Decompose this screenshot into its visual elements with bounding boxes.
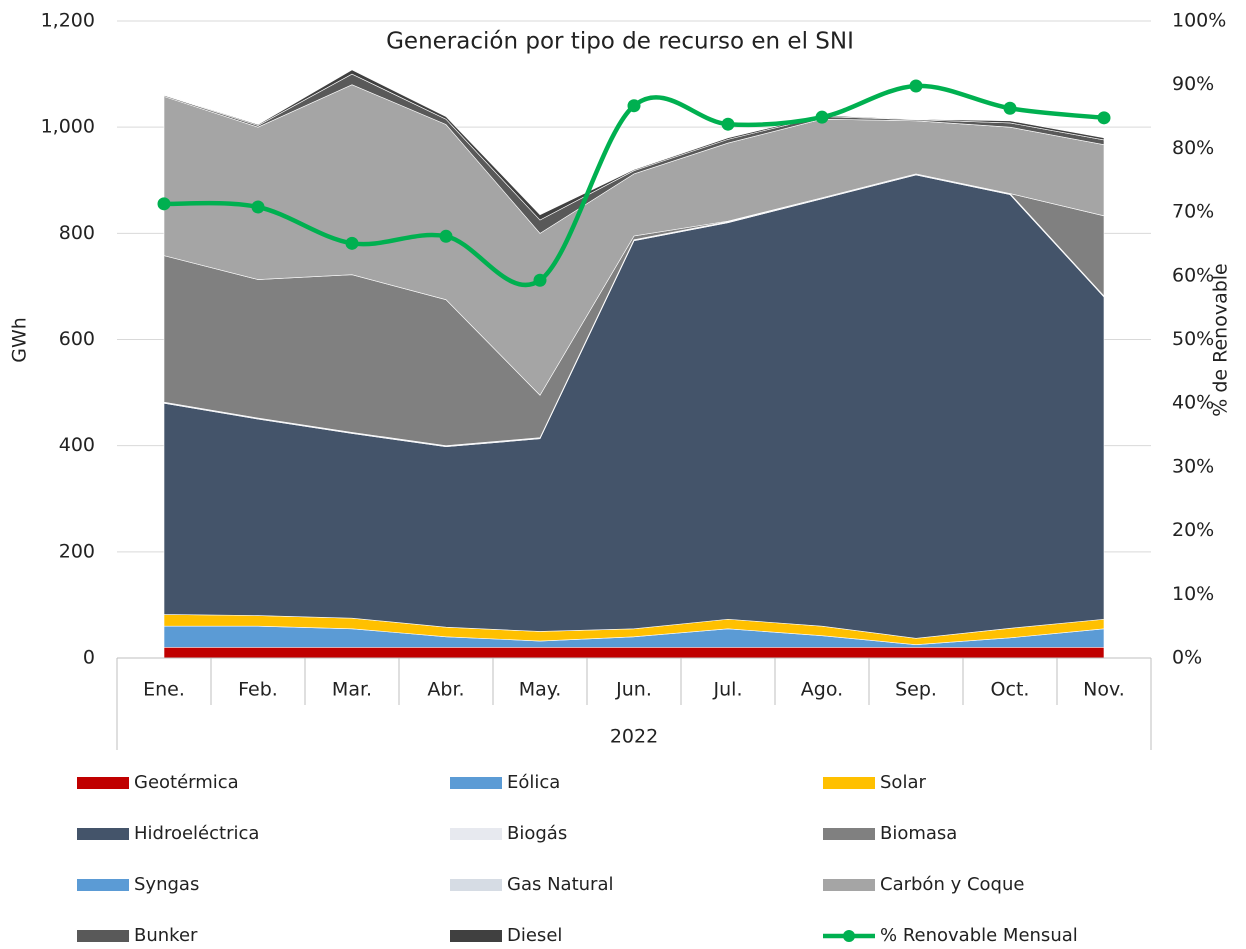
legend-label: Diesel [507, 925, 562, 946]
x-tick-label: Sep. [895, 679, 937, 701]
line-marker [627, 99, 641, 113]
y2-tick-label: 100% [1172, 10, 1226, 32]
x-tick-label: Jul. [713, 679, 743, 701]
x-tick-label: Abr. [427, 679, 464, 701]
line-marker [439, 229, 453, 243]
y2-tick-label: 50% [1172, 328, 1214, 350]
legend-swatch [450, 777, 502, 789]
legend-label: Biogás [507, 823, 567, 844]
y2-tick-label: 80% [1172, 137, 1214, 159]
legend-swatch [77, 777, 129, 789]
y2-axis-label: % de Renovable [1210, 263, 1232, 417]
legend-swatch [450, 828, 502, 840]
area [163, 69, 1105, 221]
line-marker [157, 197, 171, 211]
legend-item: Eólica [450, 772, 560, 793]
legend-item: Carbón y Coque [823, 874, 1024, 895]
legend-swatch [823, 828, 875, 840]
legend-swatch [450, 879, 502, 891]
legend-item: Syngas [77, 874, 199, 895]
y2-tick-label: 40% [1172, 392, 1214, 414]
y-tick-label: 200 [59, 540, 95, 562]
y-tick-label: 1,000 [41, 116, 95, 138]
y-axis-label: GWh [9, 317, 31, 363]
legend-item: Biogás [450, 823, 567, 844]
y2-tick-label: 10% [1172, 583, 1214, 605]
legend-item: Solar [823, 772, 926, 793]
y-tick-label: 400 [59, 434, 95, 456]
area [163, 647, 1105, 659]
legend-item: Hidroeléctrica [77, 823, 259, 844]
x-tick-label: May. [519, 679, 562, 701]
legend-swatch [823, 879, 875, 891]
y-tick-label: 800 [59, 222, 95, 244]
line-marker [1097, 111, 1111, 125]
x-tick-label: Mar. [332, 679, 372, 701]
legend-item: Biomasa [823, 823, 957, 844]
legend-label: Gas Natural [507, 874, 613, 895]
line-marker [251, 200, 265, 214]
legend-swatch [77, 930, 129, 942]
y-tick-label: 600 [59, 328, 95, 350]
legend-swatch [77, 879, 129, 891]
legend-label: Geotérmica [134, 772, 239, 793]
y2-tick-label: 20% [1172, 519, 1214, 541]
line-marker [345, 236, 359, 250]
legend-label: Syngas [134, 874, 199, 895]
legend-item: Geotérmica [77, 772, 239, 793]
line-marker [721, 117, 735, 131]
y2-tick-label: 30% [1172, 455, 1214, 477]
legend-swatch-marker [843, 930, 855, 942]
legend-swatch [823, 777, 875, 789]
x-tick-label: Ene. [143, 679, 185, 701]
legend-label: % Renovable Mensual [880, 925, 1078, 946]
y2-tick-label: 70% [1172, 201, 1214, 223]
x-group-label: 2022 [610, 726, 658, 748]
legend-label: Biomasa [880, 823, 957, 844]
line-marker [1003, 101, 1017, 115]
legend-swatch [450, 930, 502, 942]
line-marker [533, 273, 547, 287]
x-tick-label: Ago. [801, 679, 843, 701]
x-tick-label: Feb. [238, 679, 278, 701]
legend-label: Eólica [507, 772, 560, 793]
y2-tick-label: 0% [1172, 647, 1202, 669]
y2-tick-label: 60% [1172, 264, 1214, 286]
legend-label: Bunker [134, 925, 198, 946]
y-tick-label: 0 [83, 647, 95, 669]
chart-title: Generación por tipo de recurso en el SNI [386, 29, 854, 55]
legend-swatch [77, 828, 129, 840]
x-tick-label: Oct. [991, 679, 1030, 701]
x-tick-label: Jun. [615, 679, 652, 701]
line-marker [909, 79, 923, 93]
line [163, 83, 1105, 288]
legend-label: Carbón y Coque [880, 874, 1024, 895]
line-marker [815, 110, 829, 124]
y-tick-label: 1,200 [41, 10, 95, 32]
legend-item: % Renovable Mensual [823, 925, 1078, 946]
legend-item: Bunker [77, 925, 198, 946]
legend-item: Diesel [450, 925, 562, 946]
legend-label: Hidroeléctrica [134, 823, 259, 844]
y2-tick-label: 90% [1172, 73, 1214, 95]
x-tick-label: Nov. [1083, 679, 1125, 701]
legend-label: Solar [880, 772, 926, 793]
legend-item: Gas Natural [450, 874, 613, 895]
